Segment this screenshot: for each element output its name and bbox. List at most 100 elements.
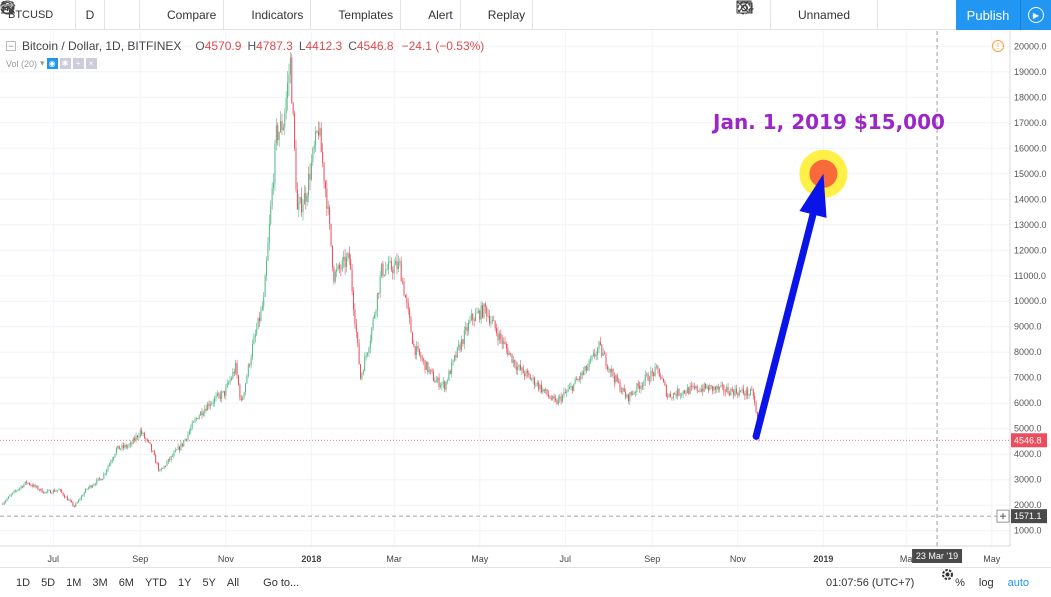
range-button-ytd[interactable]: YTD: [144, 576, 167, 589]
clock[interactable]: 01:07:56 (UTC+7): [826, 577, 915, 589]
range-button-1y[interactable]: 1Y: [177, 576, 192, 589]
candle-body: [604, 353, 606, 355]
candle-body: [741, 389, 743, 392]
legend-close: 4546.8: [356, 39, 394, 53]
alert-button[interactable]: Alert: [1, 0, 460, 30]
x-tick-label: Sep: [644, 554, 660, 564]
snapshot-button[interactable]: [736, 0, 980, 30]
candle-body: [45, 491, 47, 493]
candle-body: [592, 353, 594, 356]
candle-body: [585, 366, 587, 371]
publish-menu-button[interactable]: ▶: [1020, 0, 1051, 30]
eye-icon[interactable]: ◉: [46, 58, 58, 69]
candle-body: [83, 492, 85, 496]
candle-body: [671, 397, 673, 398]
candle-body: [225, 386, 227, 396]
candle-body: [608, 368, 610, 370]
range-button-5y[interactable]: 5Y: [202, 576, 216, 589]
symbol-search[interactable]: BTCUSD: [8, 8, 54, 21]
chart-legend: − Bitcoin / Dollar, 1D, BITFINEX O 4570.9…: [6, 39, 486, 53]
candle-body: [542, 389, 544, 392]
candle-body: [139, 430, 141, 437]
range-button-5d[interactable]: 5D: [41, 576, 56, 589]
legend-low: 4412.3: [305, 39, 343, 53]
candle-body: [692, 386, 694, 388]
candle-body: [345, 257, 347, 268]
candle-body: [524, 373, 526, 377]
candle-body: [323, 162, 325, 182]
range-button-1d[interactable]: 1D: [16, 576, 31, 589]
collapse-icon[interactable]: −: [6, 41, 16, 51]
candle-body: [559, 396, 561, 399]
candle-body: [165, 466, 167, 467]
candle-body: [266, 260, 268, 276]
publish-button[interactable]: Publish: [956, 0, 1020, 30]
range-button-3m[interactable]: 3M: [92, 576, 108, 589]
candle-body: [127, 446, 129, 448]
candle-body: [54, 490, 56, 492]
candle-body: [201, 411, 203, 416]
candle-body: [705, 383, 707, 389]
range-button-all[interactable]: All: [226, 576, 240, 589]
candle-body: [214, 397, 216, 403]
candle-body: [719, 386, 721, 390]
x-tick-label: Sep: [132, 554, 148, 564]
candle-body: [528, 372, 530, 376]
close-icon[interactable]: ×: [85, 58, 97, 69]
candle-body: [651, 371, 653, 373]
candle-body: [174, 450, 176, 453]
candle-body: [639, 385, 641, 390]
candle-body: [627, 394, 629, 401]
candle-body: [458, 344, 460, 348]
interval-button[interactable]: D: [85, 7, 95, 22]
candle-body: [250, 357, 252, 366]
crosshair-date-label: 23 Mar '19: [916, 551, 958, 561]
candle-body: [10, 494, 12, 496]
auto-scale-button[interactable]: auto: [1007, 577, 1029, 589]
candle-body: [416, 346, 418, 356]
percent-scale-button[interactable]: %: [955, 577, 965, 589]
candle-body: [129, 442, 131, 445]
candle-body: [580, 372, 582, 380]
log-scale-button[interactable]: log: [978, 577, 994, 589]
toolbar-divider: [139, 0, 140, 30]
candle-body: [622, 387, 624, 392]
candle-body: [712, 385, 714, 391]
range-button-6m[interactable]: 6M: [118, 576, 134, 589]
candle-body: [498, 333, 500, 341]
candle-body: [12, 492, 14, 495]
add-icon[interactable]: +: [72, 58, 84, 69]
candle-body: [172, 455, 174, 457]
candle-body: [162, 467, 164, 469]
range-button-1m[interactable]: 1M: [66, 576, 82, 589]
candle-body: [28, 482, 30, 485]
goto-button[interactable]: Go to...: [263, 576, 300, 589]
settings-small-icon[interactable]: ✱: [59, 58, 71, 69]
candle-body: [19, 487, 21, 490]
candle-body: [569, 386, 571, 389]
y-tick-label: 2000.0: [1014, 500, 1042, 510]
candle-body: [681, 394, 683, 396]
candle-body: [717, 386, 719, 390]
candle-body: [668, 394, 670, 397]
candle-body: [613, 376, 615, 383]
candle-body: [96, 479, 98, 485]
candle-body: [494, 320, 496, 329]
candle-body: [469, 319, 471, 323]
y-tick-label: 3000.0: [1014, 475, 1042, 485]
candle-body: [319, 128, 321, 136]
warning-icon[interactable]: !: [992, 40, 1004, 52]
templates-button[interactable]: Templates: [0, 0, 400, 30]
redo-button[interactable]: [0, 0, 601, 30]
candle-body: [145, 438, 147, 440]
candle-body: [533, 377, 535, 386]
candle-body: [670, 394, 672, 398]
candle-body: [338, 265, 340, 269]
candle-body: [17, 489, 19, 491]
candle-body: [755, 402, 757, 413]
candle-body: [531, 379, 533, 381]
legend-low-key: L: [298, 39, 306, 53]
candle-body: [515, 366, 517, 370]
chevron-down-icon[interactable]: ▾: [40, 58, 45, 68]
